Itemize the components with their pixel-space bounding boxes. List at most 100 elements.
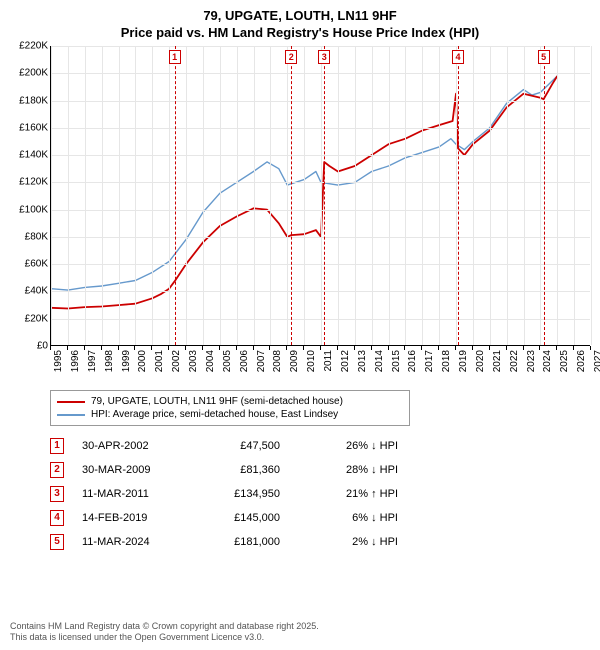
x-tick-label: 2008 — [272, 350, 283, 372]
x-tick-label: 1999 — [121, 350, 132, 372]
grid-v — [85, 46, 86, 345]
grid-v — [389, 46, 390, 345]
title-main: 79, UPGATE, LOUTH, LN11 9HF — [10, 8, 590, 23]
sales-row: 311-MAR-2011£134,95021% ↑ HPI — [50, 482, 590, 506]
sale-line — [458, 46, 459, 345]
x-tick-label: 2019 — [458, 350, 469, 372]
grid-v — [102, 46, 103, 345]
sale-marker: 1 — [169, 50, 181, 64]
x-tick-mark — [50, 346, 51, 350]
sales-diff: 21% ↑ HPI — [298, 488, 398, 500]
sale-marker: 3 — [318, 50, 330, 64]
sales-price: £81,360 — [200, 464, 280, 476]
x-tick-label: 2006 — [239, 350, 250, 372]
x-tick-label: 2001 — [154, 350, 165, 372]
y-axis: £0£20K£40K£60K£80K£100K£120K£140K£160K£1… — [10, 46, 50, 346]
x-tick-label: 2016 — [407, 350, 418, 372]
x-tick-mark — [320, 346, 321, 350]
y-tick-label: £100K — [19, 204, 48, 215]
sales-date: 11-MAR-2024 — [82, 536, 182, 548]
legend-swatch-1 — [57, 401, 85, 403]
x-tick-label: 2020 — [475, 350, 486, 372]
x-tick-label: 2022 — [509, 350, 520, 372]
x-tick-mark — [253, 346, 254, 350]
sales-date: 30-APR-2002 — [82, 440, 182, 452]
titles: 79, UPGATE, LOUTH, LN11 9HF Price paid v… — [10, 8, 590, 40]
y-tick-label: £140K — [19, 150, 48, 161]
x-tick-label: 2005 — [222, 350, 233, 372]
x-tick-mark — [556, 346, 557, 350]
x-tick-label: 1996 — [70, 350, 81, 372]
sale-marker: 4 — [452, 50, 464, 64]
sale-line — [291, 46, 292, 345]
grid-v — [540, 46, 541, 345]
grid-v — [237, 46, 238, 345]
sales-price: £181,000 — [200, 536, 280, 548]
y-tick-label: £60K — [25, 259, 48, 270]
x-tick-label: 2024 — [542, 350, 553, 372]
x-tick-label: 2013 — [357, 350, 368, 372]
footer-line-1: Contains HM Land Registry data © Crown c… — [10, 621, 590, 633]
sale-marker: 5 — [538, 50, 550, 64]
title-sub: Price paid vs. HM Land Registry's House … — [10, 25, 590, 40]
grid-v — [321, 46, 322, 345]
grid-v — [473, 46, 474, 345]
x-tick-mark — [421, 346, 422, 350]
x-tick-mark — [404, 346, 405, 350]
grid-v — [203, 46, 204, 345]
x-tick-label: 2009 — [289, 350, 300, 372]
x-tick-mark — [269, 346, 270, 350]
x-tick-label: 2004 — [205, 350, 216, 372]
plot-area: £0£20K£40K£60K£80K£100K£120K£140K£160K£1… — [10, 46, 590, 386]
x-tick-mark — [472, 346, 473, 350]
x-tick-mark — [101, 346, 102, 350]
x-tick-mark — [185, 346, 186, 350]
grid-v — [220, 46, 221, 345]
x-tick-label: 2000 — [137, 350, 148, 372]
x-tick-label: 2015 — [391, 350, 402, 372]
legend-label-2: HPI: Average price, semi-detached house,… — [91, 409, 338, 420]
x-tick-mark — [337, 346, 338, 350]
sales-diff: 6% ↓ HPI — [298, 512, 398, 524]
sale-line — [324, 46, 325, 345]
x-tick-mark — [539, 346, 540, 350]
x-tick-mark — [590, 346, 591, 350]
x-tick-mark — [134, 346, 135, 350]
x-tick-label: 2010 — [306, 350, 317, 372]
x-tick-label: 1995 — [53, 350, 64, 372]
sales-table: 130-APR-2002£47,50026% ↓ HPI230-MAR-2009… — [50, 434, 590, 554]
grid-v — [119, 46, 120, 345]
x-tick-label: 2023 — [526, 350, 537, 372]
legend-label-1: 79, UPGATE, LOUTH, LN11 9HF (semi-detach… — [91, 396, 343, 407]
grid-v — [557, 46, 558, 345]
x-tick-mark — [118, 346, 119, 350]
plot: 12345 — [50, 46, 590, 346]
grid-v — [524, 46, 525, 345]
x-tick-mark — [438, 346, 439, 350]
grid-v — [490, 46, 491, 345]
sale-line — [175, 46, 176, 345]
x-tick-label: 2018 — [441, 350, 452, 372]
x-tick-label: 2026 — [576, 350, 587, 372]
x-tick-mark — [84, 346, 85, 350]
sales-marker-box: 4 — [50, 510, 64, 526]
x-tick-mark — [455, 346, 456, 350]
y-tick-label: £80K — [25, 231, 48, 242]
sales-marker-box: 1 — [50, 438, 64, 454]
grid-v — [135, 46, 136, 345]
x-tick-label: 2027 — [593, 350, 600, 372]
sales-diff: 28% ↓ HPI — [298, 464, 398, 476]
y-tick-label: £0 — [37, 341, 48, 352]
x-tick-label: 2012 — [340, 350, 351, 372]
sales-marker-box: 2 — [50, 462, 64, 478]
grid-v — [169, 46, 170, 345]
legend-row-1: 79, UPGATE, LOUTH, LN11 9HF (semi-detach… — [57, 395, 403, 408]
y-tick-label: £160K — [19, 122, 48, 133]
x-tick-label: 2014 — [374, 350, 385, 372]
x-tick-label: 1998 — [104, 350, 115, 372]
x-tick-label: 2011 — [323, 350, 334, 372]
sales-date: 11-MAR-2011 — [82, 488, 182, 500]
x-tick-label: 2017 — [424, 350, 435, 372]
sale-line — [544, 46, 545, 345]
y-tick-label: £40K — [25, 286, 48, 297]
